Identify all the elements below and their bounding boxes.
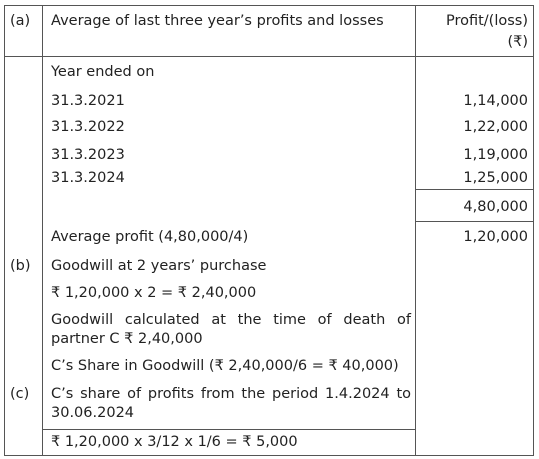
label-b: (b) [10,258,31,274]
total-amount: 4,80,000 [463,199,528,215]
column-divider-label [42,6,43,455]
average-label: Average profit (4,80,000/4) [51,229,249,245]
last-row-divider [42,429,415,430]
goodwill-death-line-1: Goodwill calculated at the time of death… [51,312,411,328]
c-share-profit-line-2: 30.06.2024 [51,405,135,421]
amount-header-unit: (₹) [507,34,528,50]
year-amount: 1,19,000 [463,147,528,163]
goodwill-calculation: ₹ 1,20,000 x 2 = ₹ 2,40,000 [51,285,257,301]
amount-header: Profit/(loss) [445,13,528,29]
year-date: 31.3.2022 [51,119,125,135]
year-date: 31.3.2024 [51,170,125,186]
year-amount: 1,14,000 [463,93,528,109]
c-share-goodwill: C’s Share in Goodwill (₹ 2,40,000/6 = ₹ … [51,358,399,374]
label-c: (c) [10,386,30,402]
year-amount: 1,22,000 [463,119,528,135]
column-divider-amount [415,6,416,455]
c-share-profit-line-1: C’s share of profits from the period 1.4… [51,386,411,402]
c-share-calculation: ₹ 1,20,000 x 3/12 x 1/6 = ₹ 5,000 [51,434,298,450]
goodwill-purchase: Goodwill at 2 years’ purchase [51,258,267,274]
total-rule-top [415,189,533,190]
average-amount: 1,20,000 [463,229,528,245]
header-row-divider [5,56,533,57]
label-a: (a) [10,13,31,29]
year-date: 31.3.2023 [51,147,125,163]
year-amount: 1,25,000 [463,170,528,186]
year-date: 31.3.2021 [51,93,125,109]
calculation-table [4,5,534,456]
header-title: Average of last three year’s profits and… [51,13,384,29]
goodwill-death-line-2: partner C ₹ 2,40,000 [51,331,203,347]
total-rule-bottom [415,221,533,222]
year-ended-label: Year ended on [51,64,155,80]
